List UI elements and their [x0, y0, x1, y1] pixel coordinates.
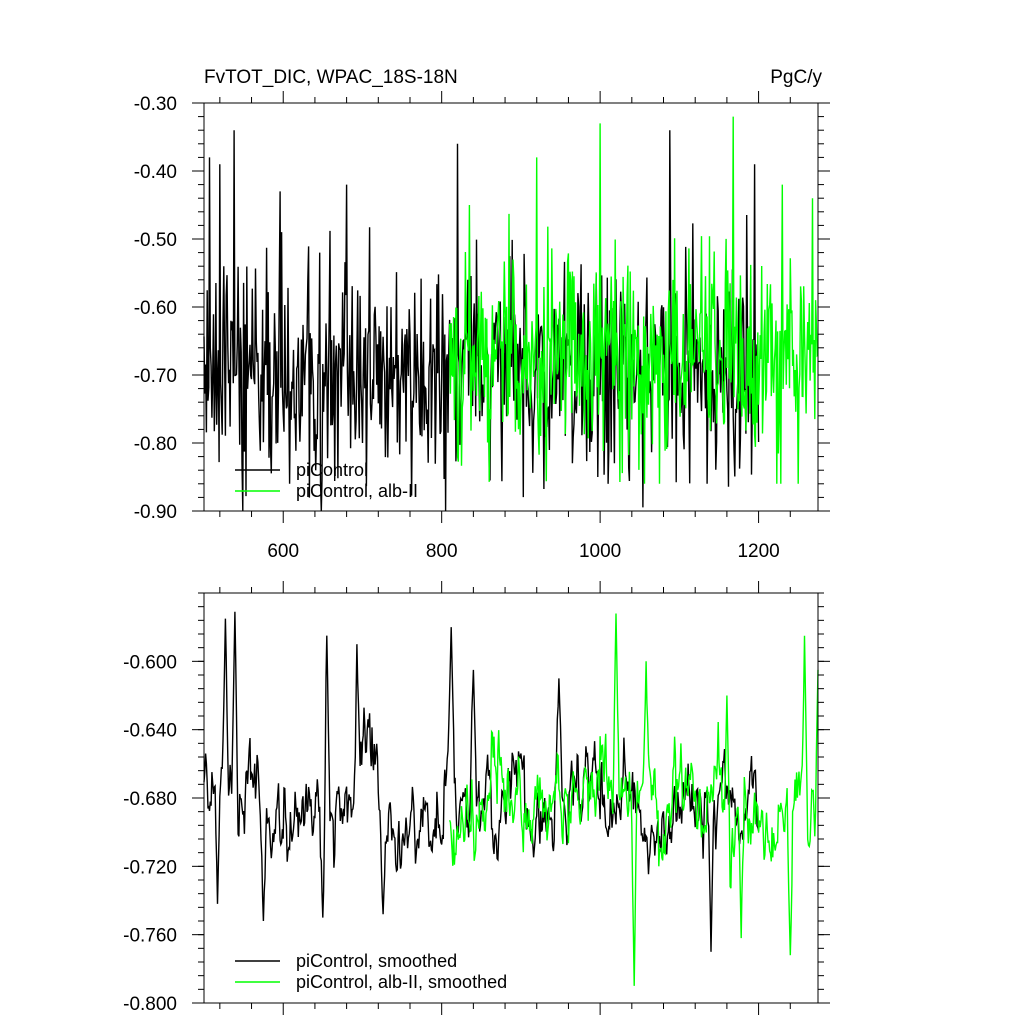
y-tick-label: -0.680 — [123, 789, 177, 810]
bottom-legend: piControl, smoothed piControl, alb-II, s… — [235, 951, 507, 992]
legend-label-picontrol: piControl — [296, 460, 368, 480]
bottom-plot-frame — [203, 592, 819, 1004]
y-tick-label: -0.30 — [134, 94, 177, 115]
y-tick-label: -0.600 — [123, 652, 177, 673]
y-tick-label: -0.70 — [134, 366, 177, 387]
x-tick-label: 1200 — [737, 541, 779, 562]
figure-title: FvTOT_DIC, WPAC_18S-18N — [204, 67, 458, 88]
legend-label-alb-ii: piControl, alb-II — [296, 481, 418, 501]
series-line-alb-ii — [448, 116, 819, 484]
legend-label-alb-ii-smoothed: piControl, alb-II, smoothed — [296, 972, 507, 992]
y-tick-label: -0.50 — [134, 230, 177, 251]
legend-label-picontrol-smoothed: piControl, smoothed — [296, 951, 457, 971]
x-tick-label: 600 — [267, 541, 299, 562]
y-tick-label: -0.800 — [123, 994, 177, 1015]
x-tick-label: 800 — [426, 541, 458, 562]
y-tick-label: -0.760 — [123, 926, 177, 947]
y-tick-label: -0.60 — [134, 298, 177, 319]
series-line-picontrol-smoothed — [203, 611, 760, 952]
bottom-panel: -0.600 -0.640 -0.680 -0.720 -0.760 -0.800 piC… — [123, 581, 830, 1015]
figure-units: PgC/y — [770, 67, 822, 88]
top-plot-frame — [203, 102, 819, 512]
y-tick-label: -0.640 — [123, 721, 177, 742]
series-line-alb-ii-smoothed — [448, 613, 819, 986]
top-panel: 600 800 1000 1200 -0.30 -0.40 -0.50 -0.60 -0.70 -… — [134, 91, 830, 562]
y-tick-label: -0.720 — [123, 857, 177, 878]
top-legend: piControl piControl, alb-II — [235, 460, 418, 501]
y-tick-label: -0.40 — [134, 162, 177, 183]
y-tick-label: -0.90 — [134, 502, 177, 523]
x-tick-label: 1000 — [579, 541, 621, 562]
y-tick-label: -0.80 — [134, 434, 177, 455]
